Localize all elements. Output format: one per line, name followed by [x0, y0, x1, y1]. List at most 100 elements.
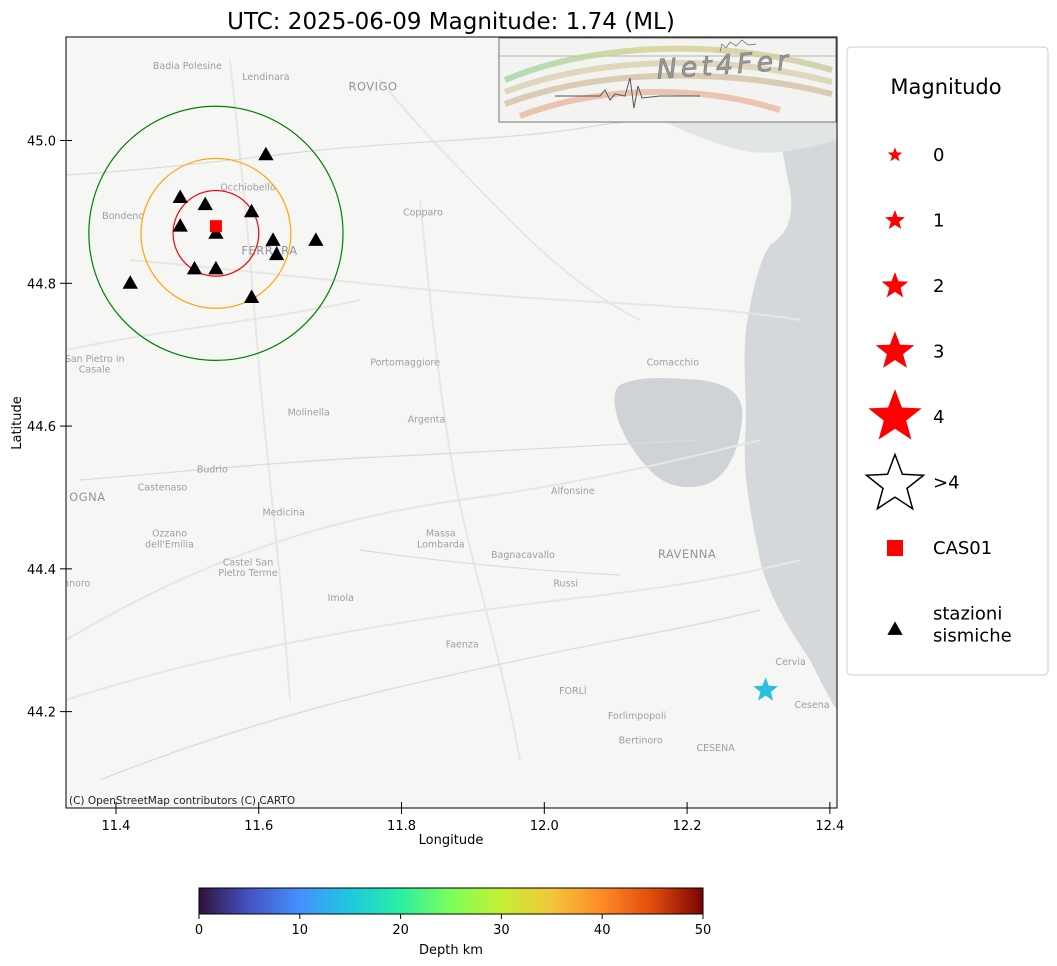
legend-title: Magnitudo — [890, 75, 1001, 99]
colorbar-tick-label: 0 — [195, 923, 203, 938]
x-tick-label: 11.8 — [387, 819, 416, 834]
place-label: Castel San — [223, 557, 274, 568]
station-triangle[interactable] — [243, 289, 260, 303]
place-label: RAVENNA — [658, 547, 716, 561]
x-tick-label: 11.6 — [244, 819, 273, 834]
place-label: Portomaggiore — [370, 357, 440, 368]
colorbar-tick-label: 30 — [493, 923, 510, 938]
y-axis-ticks: 44.2 44.4 44.6 44.8 45.0 — [27, 135, 72, 721]
place-label: Comacchio — [647, 357, 700, 368]
y-tick-label: 44.4 — [27, 563, 56, 578]
station-triangle[interactable] — [186, 260, 203, 275]
place-label: FORLÌ — [559, 685, 587, 697]
place-label: Budrio — [197, 465, 228, 476]
place-label: Alfonsine — [551, 486, 595, 497]
colorbar-tick-label: 50 — [695, 923, 712, 938]
place-label: CESENA — [696, 743, 735, 754]
colorbar-gradient — [198, 887, 704, 915]
place-label: dell'Emilia — [145, 539, 194, 550]
place-label: Lendinara — [242, 72, 289, 83]
legend-label: stazioni — [933, 604, 1002, 625]
distance-circles — [88, 105, 344, 361]
place-label: Faenza — [446, 639, 479, 650]
place-label: Ozzano — [152, 529, 187, 540]
place-label: Bertinoro — [619, 736, 663, 747]
colorbar-tick-label: 10 — [292, 923, 309, 938]
legend-label: 0 — [933, 145, 944, 166]
legend-box — [846, 46, 1049, 676]
seismic-stations — [122, 146, 324, 303]
y-tick-label: 45.0 — [27, 135, 56, 150]
lagoon-area — [614, 377, 743, 488]
place-label: Castenaso — [138, 482, 188, 493]
place-label: Imola — [328, 593, 354, 604]
legend-star-marker — [868, 389, 922, 440]
place-label: Occhiobello — [220, 183, 276, 194]
cas01-station-marker[interactable] — [209, 220, 222, 233]
place-label: Cervia — [775, 657, 805, 668]
place-label: Cesena — [794, 700, 829, 711]
place-label: Russi — [553, 579, 578, 590]
y-tick-label: 44.2 — [27, 706, 56, 721]
legend-star-outline-marker — [864, 452, 926, 511]
place-label: Lombarda — [417, 539, 465, 550]
place-label: Copparo — [403, 208, 443, 219]
map-frame — [65, 36, 838, 809]
place-label: Badia Polesine — [153, 61, 222, 72]
legend-label: sismiche — [933, 626, 1012, 647]
place-label: ROVIGO — [348, 80, 397, 94]
legend-square-marker — [887, 540, 903, 556]
place-label: San Pietro in — [65, 354, 125, 365]
legend-label: 2 — [933, 276, 944, 297]
place-label: Bondeno — [102, 211, 144, 222]
map-attribution: (C) OpenStreetMap contributors (C) CARTO — [69, 795, 295, 807]
net4fer-logo: Net4Fer — [498, 37, 837, 123]
station-triangle[interactable] — [172, 189, 188, 204]
legend-triangle-marker — [887, 621, 903, 635]
legend-label: 3 — [933, 342, 944, 363]
legend-star-marker — [887, 147, 903, 162]
x-tick-label: 11.4 — [101, 819, 130, 834]
station-triangle[interactable] — [258, 146, 274, 161]
place-label: Massa — [426, 529, 456, 540]
place-label: OGNA — [69, 490, 105, 504]
x-tick-label: 12.0 — [530, 819, 559, 834]
place-label: Forlimpopoli — [608, 711, 666, 722]
chart-title: UTC: 2025-06-09 Magnitude: 1.74 (ML) — [227, 9, 675, 35]
station-triangle[interactable] — [208, 260, 224, 275]
colorbar-label: Depth km — [419, 943, 483, 958]
colorbar-tick-label: 40 — [594, 923, 611, 938]
x-axis-label: Longitude — [419, 833, 484, 848]
y-axis-label: Latitude — [10, 396, 25, 450]
station-triangle[interactable] — [197, 196, 213, 211]
legend-label: 4 — [933, 407, 944, 428]
sea-area — [744, 37, 837, 710]
station-triangle[interactable] — [122, 275, 138, 289]
distance-circle — [88, 105, 344, 361]
distance-circle — [172, 189, 260, 277]
map-panel[interactable]: Badia PolesineLendinaraROVIGOCavarzereOc… — [63, 36, 837, 808]
colorbar-tick-label: 20 — [392, 923, 409, 938]
legend-label: CAS01 — [933, 538, 992, 559]
place-label: Casale — [79, 365, 111, 376]
station-triangle[interactable] — [243, 203, 260, 218]
place-label: Argenta — [408, 415, 446, 426]
place-label: nnoro — [63, 579, 91, 590]
station-triangle[interactable] — [268, 246, 285, 261]
legend-star-marker — [881, 272, 909, 298]
place-label: Medicina — [262, 507, 304, 518]
earthquake-epicenter-star[interactable] — [753, 677, 778, 701]
station-triangle[interactable] — [172, 218, 188, 232]
place-label: Pietro Terme — [218, 568, 277, 579]
station-triangle[interactable] — [308, 232, 324, 246]
place-label: Molinella — [288, 407, 330, 418]
station-triangle[interactable] — [265, 232, 281, 246]
legend-star-marker — [885, 210, 905, 229]
road-network — [66, 59, 801, 761]
y-tick-label: 44.8 — [27, 277, 56, 292]
place-label: Bagnacavallo — [491, 550, 555, 561]
distance-circle — [140, 157, 292, 309]
legend-label: 1 — [933, 211, 944, 232]
